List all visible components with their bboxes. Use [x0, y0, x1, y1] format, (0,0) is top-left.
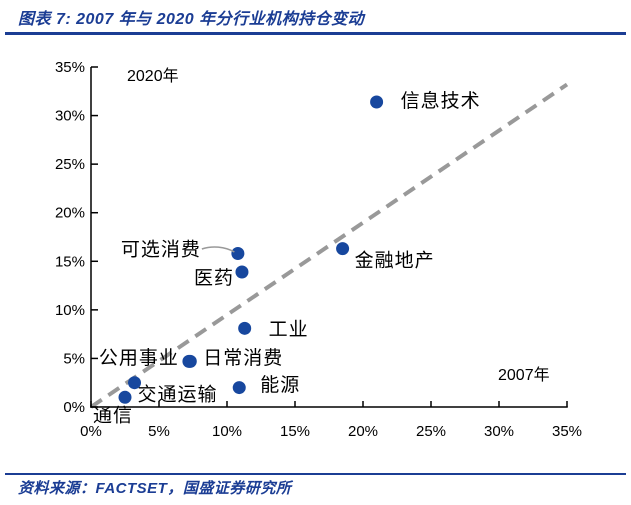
source-note: 资料来源：FACTSET，国盛证券研究所: [18, 480, 292, 497]
point-label: 能源: [260, 374, 300, 396]
header-rule: [5, 32, 626, 35]
x-axis-tick-label: 25%: [416, 423, 446, 440]
data-point: [370, 95, 384, 109]
point-label: 交通运输: [138, 384, 218, 406]
point-label: 医药: [194, 267, 234, 289]
point-label: 公用事业: [99, 347, 179, 369]
y-axis-tick-label: 5%: [63, 350, 85, 367]
x-axis-title: 2007年: [498, 366, 550, 384]
data-point: [231, 247, 245, 261]
x-axis-tick-label: 0%: [80, 423, 102, 440]
y-axis-tick-label: 15%: [55, 253, 85, 270]
data-point: [118, 390, 132, 404]
x-axis-tick-label: 30%: [484, 423, 514, 440]
point-label: 金融地产: [355, 250, 435, 272]
y-axis-tick-label: 10%: [55, 302, 85, 319]
data-point: [183, 354, 197, 368]
data-point: [232, 381, 246, 395]
data-point: [238, 321, 252, 335]
label-leader-line: [201, 246, 235, 253]
y-axis-tick-label: 20%: [55, 205, 85, 222]
y-axis-tick-label: 0%: [63, 399, 85, 416]
reference-dashed-line: [89, 82, 569, 409]
y-axis-tick-label: 30%: [55, 108, 85, 125]
x-axis-tick-label: 10%: [212, 423, 242, 440]
point-label: 信息技术: [401, 90, 481, 112]
point-label: 通信: [93, 404, 133, 426]
figure-title: 图表 7: 2007 年与 2020 年分行业机构持仓变动: [18, 11, 365, 28]
data-point: [128, 376, 142, 390]
x-axis-tick-label: 5%: [148, 423, 170, 440]
x-axis-tick-label: 20%: [348, 423, 378, 440]
y-axis-title: 2020年: [127, 67, 179, 85]
y-axis-tick-label: 35%: [55, 59, 85, 76]
data-point: [235, 265, 249, 279]
point-label: 日常消费: [203, 347, 283, 369]
data-point: [336, 242, 350, 256]
x-axis-tick-label: 15%: [280, 423, 310, 440]
y-axis-tick-label: 25%: [55, 156, 85, 173]
point-label: 可选消费: [121, 239, 201, 261]
x-axis-tick-label: 35%: [552, 423, 582, 440]
footer-rule: [5, 473, 626, 475]
point-label: 工业: [269, 318, 309, 340]
